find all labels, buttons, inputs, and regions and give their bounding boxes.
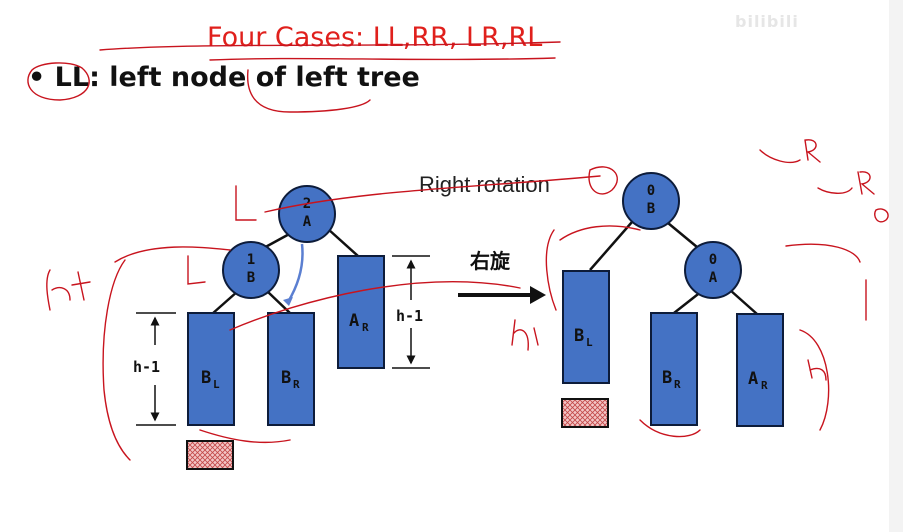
annotation-right-curve	[785, 243, 861, 263]
annotation-right-brace	[799, 329, 830, 431]
rotation-label-chinese: 右旋	[470, 249, 510, 273]
bullet-text: LL: left node of left tree	[54, 62, 420, 93]
annotation-o-r	[759, 139, 821, 164]
node-b-balance: 1	[247, 252, 255, 268]
inserted-node-box-right	[561, 398, 609, 428]
edge-b-a-right	[667, 222, 698, 248]
edge-a-ar-right	[729, 289, 758, 315]
slide-title: Four Cases: LL,RR, LR,RL	[207, 22, 543, 53]
inserted-node-box	[186, 440, 234, 470]
subtree-ar-right-label: A	[748, 369, 758, 389]
subtree-bl-right	[562, 270, 610, 384]
edge-b-br	[267, 291, 292, 315]
left-tree: 2 A 1 B B L B R A R h-1 h-1	[133, 185, 430, 470]
subtree-ar-right	[736, 313, 784, 427]
annotation-right-arc	[559, 225, 641, 241]
edge-a-ar	[327, 228, 359, 257]
tree-node-a	[278, 185, 336, 243]
tree-node-a-right	[684, 241, 742, 299]
annotation-l-letter-2	[187, 255, 206, 285]
subtree-bl-sub: L	[213, 378, 220, 391]
handwritten-annotations	[27, 41, 889, 461]
annotation-left-tree-underline	[246, 69, 371, 113]
annotation-swoosh-top	[264, 175, 601, 213]
annotation-right-brace-left	[545, 229, 557, 311]
annotation-l-letter	[235, 185, 257, 221]
subtree-br-right-label: B	[662, 368, 672, 388]
node-a-name: A	[303, 214, 312, 230]
annotation-h-plus-one	[46, 269, 91, 311]
subtree-ar-label: A	[349, 311, 359, 331]
node-a-right-name: A	[709, 270, 718, 286]
node-a-right-balance: 0	[709, 252, 717, 268]
rotation-hint-arrowhead	[283, 297, 293, 306]
rotation-arrowhead	[530, 286, 546, 304]
subtree-ar-sub: R	[362, 321, 369, 334]
scrollbar[interactable]	[889, 0, 903, 532]
subtree-bl-right-label: B	[574, 326, 584, 346]
subtree-br-right-sub: R	[674, 378, 681, 391]
annotation-left-top-curve	[114, 246, 231, 263]
node-b-name: B	[247, 270, 255, 286]
subtree-br	[267, 312, 315, 426]
edge-b-bl	[211, 290, 239, 315]
bullet-line: • LL: left node of left tree	[28, 62, 420, 93]
subtree-br-label: B	[281, 368, 291, 388]
annotation-o-r-2	[817, 171, 875, 195]
edge-a-br-right	[673, 290, 703, 314]
subtree-ar	[337, 255, 385, 369]
subtree-bl-right-sub: L	[586, 336, 593, 349]
annotation-bottom-arc	[639, 419, 701, 438]
subtree-bl	[187, 312, 235, 426]
annotation-left-brace	[102, 259, 131, 461]
annotation-title-underline	[99, 41, 561, 51]
subtree-br-sub: R	[293, 378, 300, 391]
watermark-logo: bilibili	[735, 12, 799, 31]
node-b-right-balance: 0	[647, 183, 655, 199]
annotation-h-minus-one	[511, 319, 539, 351]
height-label-right: h-1	[396, 307, 423, 325]
subtree-bl-label: B	[201, 368, 211, 388]
tree-node-b	[222, 241, 280, 299]
tree-node-b-right	[622, 172, 680, 230]
height-label-left: h-1	[133, 358, 160, 376]
annotation-swoosh-bottom	[229, 281, 521, 331]
edge-b-bl-right	[589, 221, 633, 271]
annotation-ll-circle	[27, 62, 90, 101]
annotation-left-bottom-arc	[199, 429, 291, 444]
subtree-ar-right-sub: R	[761, 379, 768, 392]
rotation-hint-arrow	[286, 243, 304, 303]
annotation-h-minus	[807, 359, 827, 381]
annotation-title-underline-2	[209, 57, 556, 61]
subtree-br-right	[650, 312, 698, 426]
right-tree: 0 B 0 A B L B R A R	[561, 172, 784, 428]
node-b-right-name: B	[647, 201, 655, 217]
annotation-small-loop	[874, 208, 889, 223]
annotation-right-loop	[588, 166, 618, 195]
